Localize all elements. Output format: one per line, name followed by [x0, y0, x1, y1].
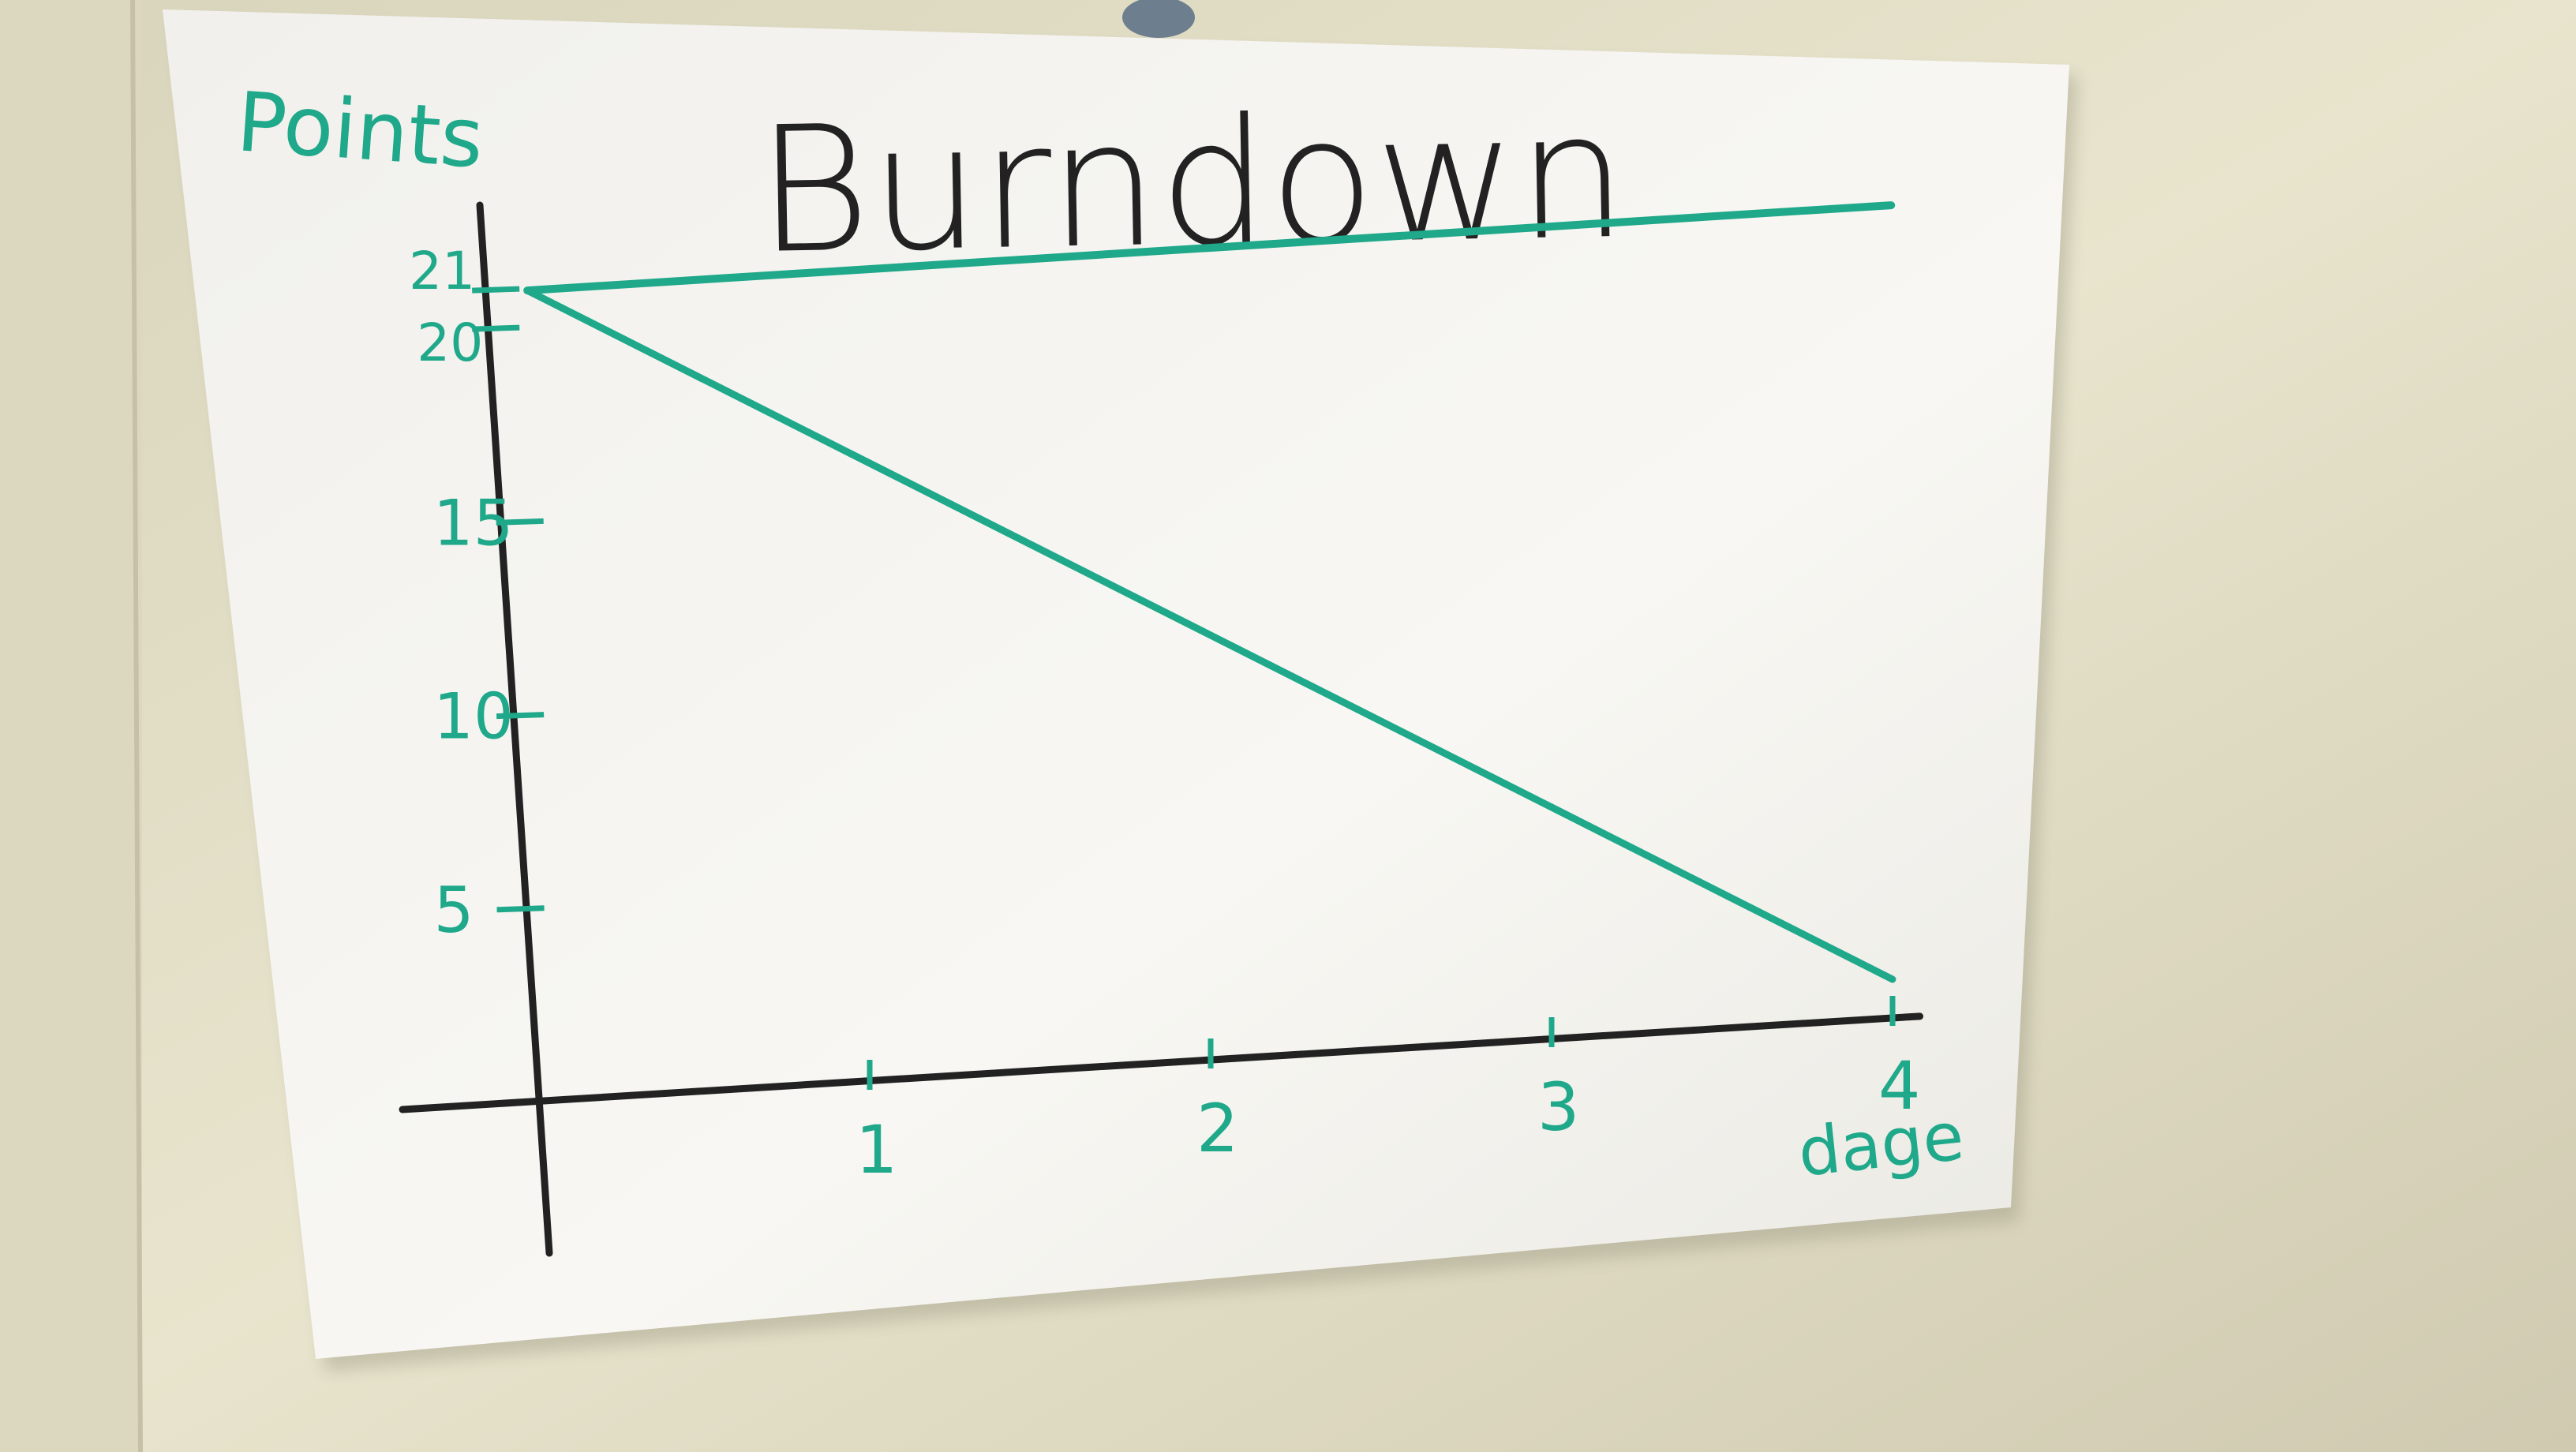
- y-tick-label-3: 20: [417, 312, 483, 373]
- series-1-point-4: [1889, 976, 1895, 982]
- x-tick-label-1: 2: [1196, 1090, 1238, 1167]
- y-axis-label: Points: [234, 73, 486, 186]
- x-tick-label-3: 4: [1878, 1047, 1920, 1125]
- x-axis-label: dage: [1795, 1097, 1968, 1191]
- x-tick-label-0: 1: [856, 1111, 897, 1188]
- chart-axes: [399, 201, 1924, 1257]
- y-tick-label-2: 15: [433, 486, 514, 559]
- y-tick-3: [472, 324, 520, 332]
- door-frame-edge: [0, 0, 142, 1452]
- series-1-point-2: [1208, 632, 1213, 638]
- chart-series: [523, 201, 1896, 983]
- door-frame-line: [130, 0, 143, 1452]
- y-tick-0: [496, 905, 545, 913]
- y-tick-label-0: 5: [434, 874, 474, 947]
- series-1-point-1: [866, 460, 871, 466]
- series-0-point-2: [1207, 245, 1212, 251]
- chart-ticks: 1 2 3 4 5 10 15 20 21: [409, 241, 1920, 1188]
- y-tick-2: [496, 518, 544, 526]
- series-0-point-1: [866, 267, 871, 272]
- y-tick-label-1: 10: [433, 680, 514, 754]
- series-1-point-0: [525, 288, 530, 294]
- x-tick-label-2: 3: [1537, 1068, 1579, 1146]
- series-1-point-3: [1548, 804, 1554, 810]
- y-tick-4: [472, 286, 520, 294]
- y-axis-line: [476, 201, 553, 1257]
- y-tick-1: [496, 712, 545, 720]
- y-tick-label-4: 21: [409, 241, 475, 301]
- pushpin: [1122, 0, 1195, 38]
- series-0-point-4: [1889, 203, 1894, 208]
- chart-title: Burndown: [754, 75, 1628, 292]
- x-axis-line: [399, 1012, 1924, 1113]
- series-0-point-3: [1548, 224, 1553, 230]
